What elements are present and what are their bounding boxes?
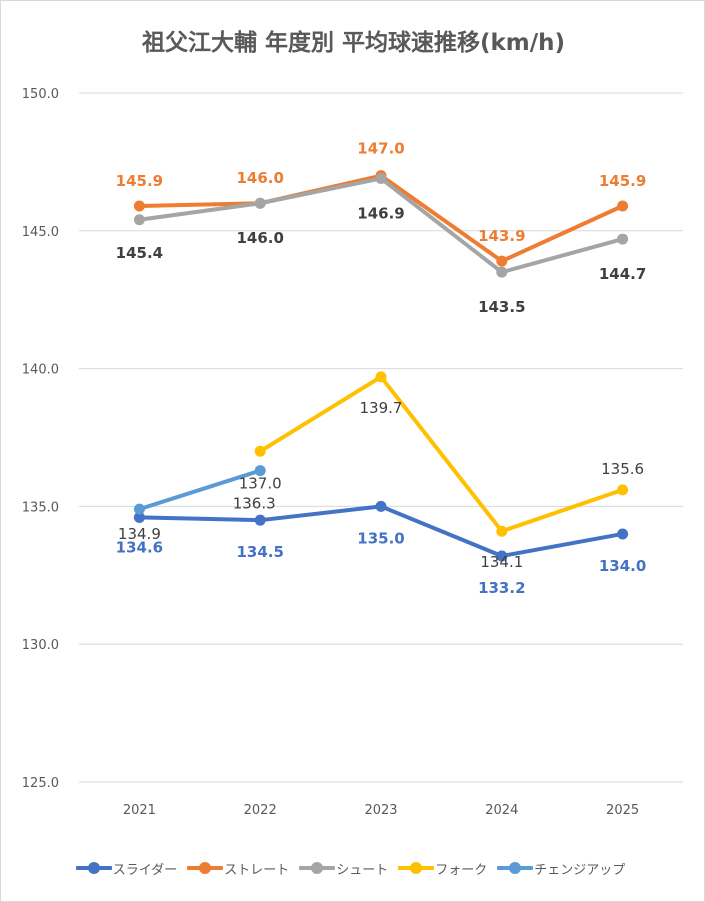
- legend-marker-icon: [187, 861, 224, 875]
- series-line: [137, 468, 263, 512]
- legend-label: シュート: [336, 862, 389, 878]
- data-label: 134.0: [599, 557, 646, 575]
- x-tick-label: 2024: [485, 803, 518, 818]
- data-point: [254, 465, 266, 477]
- data-point: [617, 200, 629, 212]
- data-label: 145.4: [116, 244, 163, 262]
- legend-marker-icon: [398, 861, 435, 875]
- y-tick-label: 130.0: [22, 638, 59, 653]
- y-tick-label: 150.0: [22, 87, 59, 102]
- legend-marker-icon: [299, 861, 336, 875]
- legend-label: フォーク: [435, 862, 488, 878]
- data-label: 143.9: [478, 227, 525, 245]
- data-point: [617, 528, 629, 540]
- data-label: 134.6: [116, 538, 163, 556]
- data-label: 144.7: [599, 265, 646, 283]
- legend-item: ストレート: [187, 859, 295, 878]
- series-line: [258, 374, 625, 534]
- legend-item: チェンジアップ: [497, 859, 631, 878]
- y-tick-label: 145.0: [22, 225, 59, 240]
- data-label: 147.0: [357, 140, 404, 158]
- x-tick-label: 2025: [606, 803, 639, 818]
- y-tick-label: 125.0: [22, 776, 59, 791]
- series-line: [137, 176, 625, 275]
- y-tick-label: 140.0: [22, 363, 59, 378]
- data-label: 143.5: [478, 298, 525, 316]
- x-tick-label: 2021: [123, 803, 156, 818]
- data-label: 146.0: [236, 169, 283, 187]
- legend-label: ストレート: [224, 862, 290, 878]
- data-label: 134.5: [236, 543, 283, 561]
- data-label: 133.2: [478, 579, 525, 597]
- data-label: 134.9: [118, 525, 161, 543]
- data-label: 135.0: [357, 529, 404, 547]
- data-point: [254, 514, 266, 526]
- plot-area: 125.0 130.0 135.0 140.0 145.0 150.0 2021 2022 20…: [22, 87, 683, 818]
- data-label: 136.3: [233, 495, 276, 513]
- data-point: [617, 484, 629, 496]
- data-point: [496, 550, 508, 562]
- data-label: 146.0: [236, 229, 283, 247]
- data-point: [375, 172, 387, 184]
- data-point: [375, 371, 387, 383]
- data-point: [133, 214, 145, 226]
- data-label: 139.7: [360, 399, 403, 417]
- data-label: 137.0: [239, 474, 282, 492]
- x-tick-label: 2022: [244, 803, 277, 818]
- data-point: [375, 500, 387, 512]
- data-label: 145.9: [116, 172, 163, 190]
- data-label: 146.9: [357, 204, 404, 222]
- data-point: [496, 266, 508, 278]
- data-point: [133, 200, 145, 212]
- data-label: 134.1: [480, 553, 523, 571]
- data-label: 145.9: [599, 172, 646, 190]
- data-point: [496, 525, 508, 537]
- data-point: [617, 233, 629, 245]
- legend-item: フォーク: [398, 859, 493, 878]
- legend: スライダー ストレート シュート フォーク チェンジアップ: [1, 856, 705, 880]
- legend-item: シュート: [299, 859, 394, 878]
- data-point: [133, 511, 145, 523]
- legend-marker-icon: [497, 861, 534, 875]
- legend-item: スライダー: [75, 859, 183, 878]
- x-tick-label: 2023: [364, 803, 397, 818]
- y-tick-label: 135.0: [22, 500, 59, 515]
- data-point: [496, 255, 508, 267]
- data-point: [254, 197, 266, 209]
- chart-title: 祖父江大輔 年度別 平均球速推移(km/h): [141, 30, 566, 56]
- legend-label: スライダー: [112, 862, 178, 878]
- legend-marker-icon: [75, 861, 112, 875]
- data-point: [254, 445, 266, 457]
- legend-label: チェンジアップ: [534, 862, 626, 878]
- data-point: [133, 503, 145, 515]
- data-label: 135.6: [601, 460, 644, 478]
